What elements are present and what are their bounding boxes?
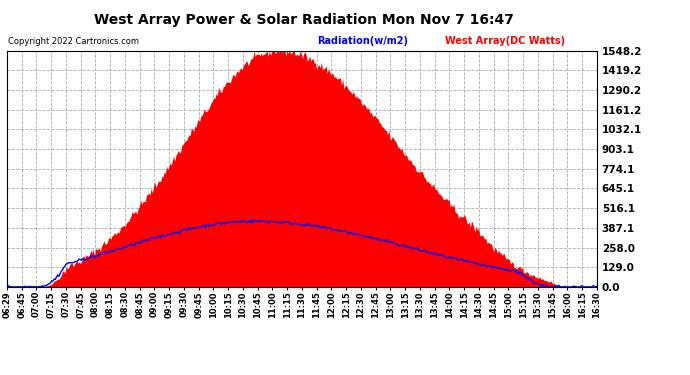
Text: West Array(DC Watts): West Array(DC Watts) bbox=[445, 36, 565, 46]
Text: Radiation(w/m2): Radiation(w/m2) bbox=[317, 36, 408, 46]
Text: West Array Power & Solar Radiation Mon Nov 7 16:47: West Array Power & Solar Radiation Mon N… bbox=[94, 13, 513, 27]
Text: Copyright 2022 Cartronics.com: Copyright 2022 Cartronics.com bbox=[8, 38, 139, 46]
